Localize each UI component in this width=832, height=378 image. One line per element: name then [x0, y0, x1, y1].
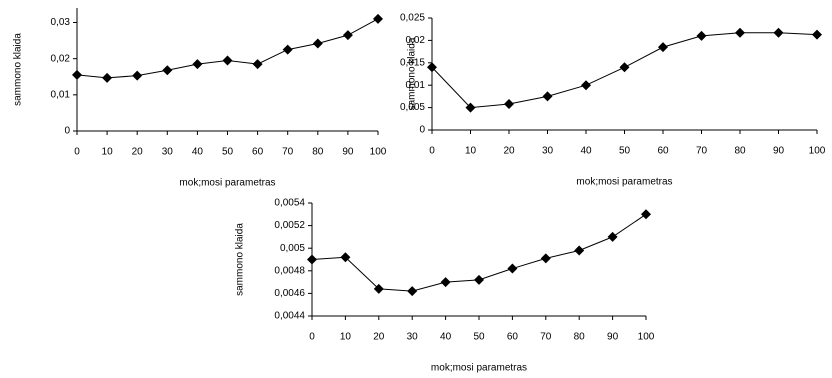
data-point [812, 29, 822, 40]
x-tick-label: 80 [574, 332, 586, 343]
x-tick-label: 40 [192, 147, 204, 158]
data-line [76, 18, 379, 79]
data-point [252, 59, 263, 70]
x-tick-label: 20 [132, 147, 144, 158]
x-tick-label: 20 [373, 332, 385, 343]
y-tick-label: 0,02 [406, 35, 426, 46]
y-axis-label: sammono klaida [13, 33, 24, 106]
x-tick-label: 60 [657, 146, 669, 157]
data-point [342, 30, 353, 41]
data-point [658, 42, 668, 53]
y-tick-label: 0,0046 [274, 288, 305, 299]
data-point [540, 253, 551, 264]
data-point [192, 59, 203, 70]
x-tick-label: 20 [503, 146, 515, 157]
x-tick-label: 90 [773, 146, 785, 157]
data-point [507, 263, 518, 274]
y-tick-label: 0 [419, 125, 425, 136]
y-tick-label: 0,005 [400, 102, 425, 113]
x-tick-label: 70 [540, 332, 552, 343]
x-tick-label: 10 [102, 147, 114, 158]
data-point [440, 277, 451, 288]
x-tick-label: 30 [542, 146, 554, 157]
x-axis-label: mok;mosi parametras [179, 178, 275, 189]
y-tick-label: 0,01 [406, 80, 426, 91]
y-tick-label: 0,015 [400, 57, 425, 68]
data-point [474, 274, 484, 285]
data-point [340, 252, 351, 263]
data-point [102, 72, 113, 83]
data-point [312, 38, 323, 49]
x-tick-label: 30 [162, 147, 174, 158]
x-axis-label: mok;mosi parametras [576, 177, 672, 188]
x-tick-label: 50 [222, 147, 234, 158]
data-point [132, 70, 143, 81]
y-tick-label: 0,0052 [274, 220, 305, 231]
data-point [407, 286, 418, 297]
data-point [222, 55, 233, 66]
x-tick-label: 80 [734, 146, 746, 157]
x-tick-label: 0 [429, 146, 435, 157]
x-tick-label: 0 [309, 332, 315, 343]
x-tick-label: 100 [638, 332, 655, 343]
data-point [282, 44, 293, 55]
x-tick-label: 40 [580, 146, 592, 157]
data-point [465, 102, 476, 113]
x-tick-label: 30 [407, 332, 419, 343]
x-tick-label: 10 [465, 146, 477, 157]
data-point [307, 254, 317, 265]
x-tick-label: 80 [312, 147, 324, 158]
y-axis-label: sammono klaida [407, 37, 418, 110]
data-point [619, 62, 630, 73]
x-tick-label: 50 [473, 332, 485, 343]
y-tick-label: 0,0048 [274, 265, 305, 276]
x-tick-label: 90 [342, 147, 354, 158]
data-point [427, 62, 437, 73]
y-tick-label: 0,0054 [274, 198, 305, 209]
data-point [373, 283, 384, 294]
data-point [735, 27, 745, 38]
y-tick-label: 0,005 [280, 243, 305, 254]
y-tick-label: 0,0044 [274, 311, 305, 322]
y-tick-label: 0,03 [51, 17, 71, 28]
y-tick-label: 0 [64, 126, 70, 137]
x-tick-label: 50 [619, 146, 631, 157]
data-point [542, 91, 553, 102]
x-tick-label: 60 [507, 332, 519, 343]
data-point [696, 30, 707, 41]
data-point [574, 245, 585, 256]
data-point [773, 27, 784, 38]
data-point [72, 69, 82, 80]
x-tick-label: 60 [252, 147, 264, 158]
data-point [162, 65, 173, 76]
y-tick-label: 0,025 [400, 13, 425, 24]
data-point [504, 99, 514, 110]
data-point [581, 80, 591, 91]
data-point [641, 209, 651, 220]
x-tick-label: 100 [370, 147, 387, 158]
data-point [373, 13, 383, 24]
data-point [607, 231, 618, 242]
x-tick-label: 0 [74, 147, 80, 158]
x-tick-label: 70 [282, 147, 294, 158]
x-tick-label: 40 [440, 332, 452, 343]
x-tick-label: 70 [696, 146, 708, 157]
x-tick-label: 100 [809, 146, 826, 157]
y-axis-label: sammono klaida [235, 223, 246, 296]
y-tick-label: 0,01 [51, 89, 71, 100]
x-tick-label: 90 [607, 332, 619, 343]
x-tick-label: 10 [340, 332, 352, 343]
y-tick-label: 0,02 [51, 53, 71, 64]
x-axis-label: mok;mosi parametras [431, 363, 527, 374]
